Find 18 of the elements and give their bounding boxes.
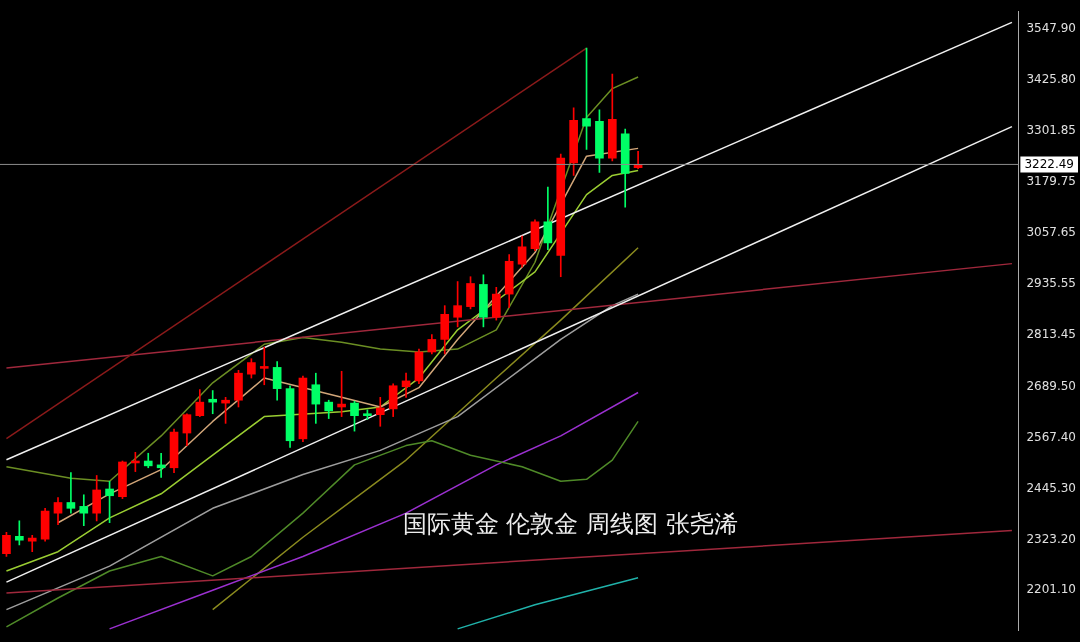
y-tick-label: 2935.55 [1026, 276, 1076, 291]
y-tick-label: 3425.80 [1026, 71, 1076, 86]
y-tick-label: 2567.40 [1026, 429, 1076, 444]
annotation: 国际黄金 伦敦金 周线图 张尧浠 [402, 509, 738, 538]
candlestick [375, 396, 385, 427]
candlestick [66, 472, 76, 514]
candlestick [79, 494, 89, 526]
candlestick [259, 346, 269, 386]
y-tick-label: 2689.50 [1026, 378, 1076, 393]
y-tick-label: 2813.45 [1026, 327, 1076, 342]
y-tick-label: 2323.20 [1026, 531, 1076, 546]
y-tick-label: 3301.85 [1026, 123, 1076, 138]
y-tick-label: 3547.90 [1026, 20, 1076, 35]
y-tick-label: 3057.65 [1026, 225, 1076, 240]
y-tick-label: 2445.30 [1026, 480, 1076, 495]
ref-line-label: 3222.49 [1024, 156, 1074, 171]
y-tick-label: 2201.10 [1026, 582, 1076, 597]
y-tick-label: 3179.75 [1026, 174, 1076, 189]
